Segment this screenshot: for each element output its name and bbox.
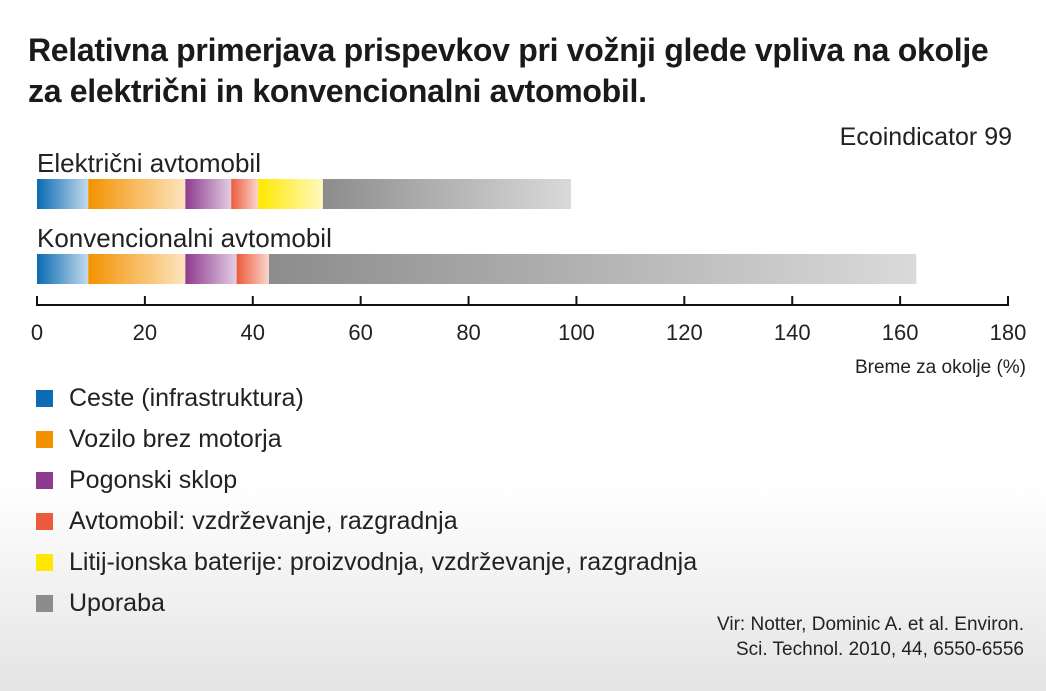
- x-tick-label: 0: [31, 320, 43, 345]
- category-label: Konvencionalni avtomobil: [37, 223, 332, 253]
- category-label: Električni avtomobil: [37, 148, 261, 178]
- legend-swatch: [36, 390, 53, 407]
- legend-swatch: [36, 431, 53, 448]
- bar-segment: [268, 254, 917, 284]
- bar-segment: [258, 179, 323, 209]
- source-line-1: Vir: Notter, Dominic A. et al. Environ.: [717, 614, 1024, 635]
- legend-item: Vozilo brez motorja: [36, 419, 697, 460]
- method-note: Ecoindicator 99: [839, 123, 1012, 151]
- legend-item: Pogonski sklop: [36, 460, 697, 501]
- legend-label: Litij-ionska baterije: proizvodnja, vzdr…: [69, 548, 698, 576]
- bar-segment: [88, 254, 186, 284]
- bar-segment: [322, 179, 572, 209]
- legend-swatch: [36, 595, 53, 612]
- x-tick-label: 80: [456, 320, 480, 345]
- legend: Ceste (infrastruktura) Vozilo brez motorj…: [36, 378, 697, 624]
- source-line-2: Sci. Technol. 2010, 44, 6550-6556: [735, 639, 1024, 660]
- bar-segment: [37, 179, 89, 209]
- chart-title: Relativna primerjava prispevkov pri vožn…: [28, 32, 989, 109]
- legend-label: Avtomobil: vzdrževanje, razgradnja: [69, 507, 458, 535]
- legend-item: Ceste (infrastruktura): [36, 378, 697, 419]
- bar-segment: [185, 254, 237, 284]
- legend-swatch: [36, 513, 53, 530]
- legend-item: Avtomobil: vzdrževanje, razgradnja: [36, 501, 697, 542]
- legend-label: Ceste (infrastruktura): [69, 384, 304, 412]
- legend-label: Pogonski sklop: [69, 466, 238, 494]
- legend-item: Litij-ionska baterije: proizvodnja, vzdr…: [36, 542, 697, 583]
- bar-segment: [88, 179, 186, 209]
- x-tick-label: 60: [348, 320, 372, 345]
- x-tick-label: 140: [774, 320, 811, 345]
- bar-segment: [37, 254, 89, 284]
- x-tick-label: 100: [558, 320, 595, 345]
- x-tick-label: 20: [133, 320, 157, 345]
- x-tick-label: 40: [241, 320, 265, 345]
- x-tick-label: 180: [990, 320, 1027, 345]
- legend-label: Uporaba: [69, 589, 165, 617]
- x-tick-label: 160: [882, 320, 919, 345]
- legend-swatch: [36, 554, 53, 571]
- x-axis-label: Breme za okolje (%): [854, 357, 1026, 378]
- x-tick-label: 120: [666, 320, 703, 345]
- bar-segment: [236, 254, 269, 284]
- legend-item: Uporaba: [36, 583, 697, 624]
- bar-segment: [185, 179, 232, 209]
- source-note: Vir: Notter, Dominic A. et al. Environ. …: [717, 612, 1024, 662]
- bar-segment: [231, 179, 259, 209]
- legend-label: Vozilo brez motorja: [69, 425, 282, 453]
- legend-swatch: [36, 472, 53, 489]
